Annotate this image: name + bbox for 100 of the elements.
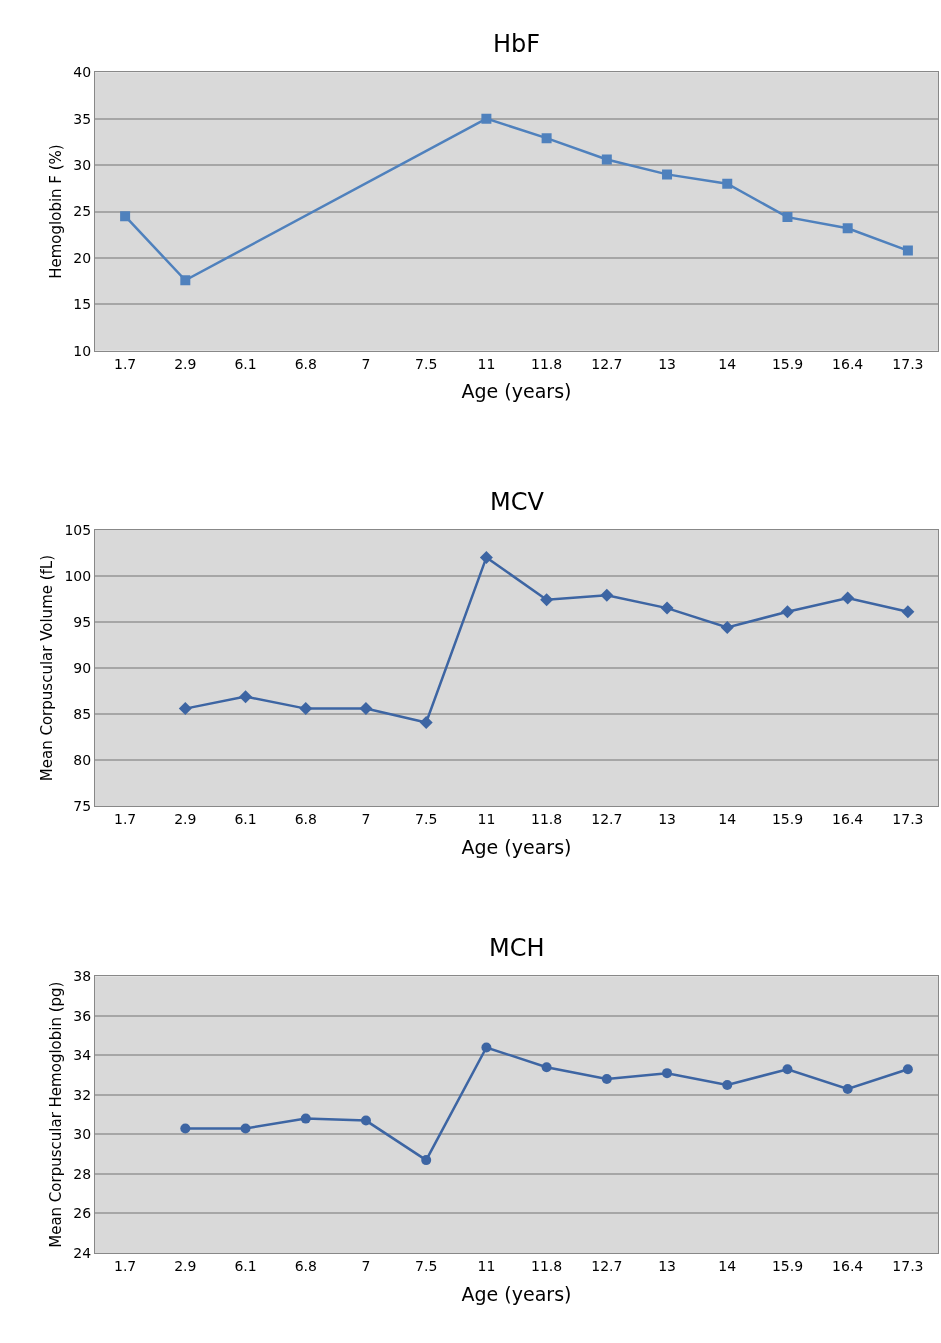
point: [600, 588, 614, 602]
point: [421, 1155, 432, 1166]
x-tick-label: 1.7: [113, 1257, 137, 1274]
x-tick-label: 7.5: [415, 355, 438, 372]
x-tick-label: 14: [718, 1257, 737, 1274]
x-tick-label: 6.1: [234, 1257, 257, 1274]
point: [359, 702, 373, 716]
x-tick-label: 11: [477, 811, 496, 828]
x-tick-label: 13: [658, 1257, 676, 1274]
point: [842, 223, 853, 234]
x-tick-label: 6.1: [234, 811, 257, 828]
x-tick-label: 15.9: [771, 355, 804, 372]
x-axis-title: Age (years): [461, 835, 572, 858]
chart-title: MCH: [489, 934, 545, 962]
point: [722, 178, 733, 189]
point: [601, 1074, 612, 1085]
point: [120, 211, 131, 222]
x-tick-label: 12.7: [591, 355, 623, 372]
x-tick-label: 14: [718, 811, 737, 828]
x-tick-label: 6.8: [294, 811, 317, 828]
x-tick-label: 12.7: [591, 1257, 623, 1274]
x-tick-label: 7: [361, 1257, 371, 1274]
point: [180, 275, 191, 286]
x-tick-label: 17.3: [892, 811, 924, 828]
x-tick-label: 2.9: [174, 811, 197, 828]
point: [180, 1123, 191, 1134]
x-tick-label: 17.3: [892, 1257, 924, 1274]
x-tick-label: 14: [718, 355, 737, 372]
y-tick-label: 10: [73, 342, 92, 359]
x-tick-label: 12.7: [591, 811, 623, 828]
point: [178, 702, 192, 716]
point: [901, 605, 915, 619]
y-tick-label: 26: [73, 1205, 92, 1222]
y-tick-label: 75: [73, 798, 92, 815]
x-tick-label: 16.4: [832, 1257, 864, 1274]
x-tick-label: 11: [477, 1257, 496, 1274]
x-tick-label: 13: [658, 811, 676, 828]
x-tick-label: 2.9: [174, 1257, 197, 1274]
y-tick-label: 28: [73, 1165, 92, 1182]
point: [601, 154, 612, 165]
x-tick-label: 1.7: [113, 355, 137, 372]
x-tick-label: 16.4: [832, 355, 864, 372]
x-tick-label: 16.4: [832, 811, 864, 828]
point: [841, 591, 855, 605]
y-axis-title: Mean Corpuscular Volume (fL): [37, 554, 56, 782]
point: [780, 605, 794, 619]
point: [902, 245, 913, 256]
x-tick-label: 6.1: [234, 355, 257, 372]
point: [481, 113, 492, 124]
x-tick-label: 6.8: [294, 355, 317, 372]
y-axis-title: Mean Corpuscular Hemoglobin (pg): [46, 981, 65, 1248]
point: [842, 1083, 853, 1094]
point: [782, 1064, 793, 1075]
y-tick-label: 95: [73, 613, 92, 630]
x-tick-label: 6.8: [294, 1257, 317, 1274]
x-tick-label: 7: [361, 811, 371, 828]
x-tick-label: 7.5: [415, 811, 438, 828]
y-tick-label: 90: [73, 659, 92, 676]
chart-title: MCV: [490, 488, 545, 516]
point: [722, 1080, 733, 1091]
y-axis-title: Hemoglobin F (%): [46, 144, 65, 279]
chart-title: HbF: [493, 30, 541, 58]
y-tick-label: 36: [73, 1007, 92, 1024]
x-tick-label: 15.9: [771, 1257, 804, 1274]
x-tick-label: 11.8: [531, 811, 563, 828]
y-tick-label: 35: [73, 110, 92, 127]
point: [419, 715, 433, 729]
x-tick-label: 7: [361, 355, 371, 372]
x-axis-title: Age (years): [461, 1282, 572, 1305]
y-tick-label: 105: [64, 521, 92, 538]
x-tick-label: 17.3: [892, 355, 924, 372]
y-tick-label: 30: [73, 1126, 92, 1143]
y-tick-label: 24: [73, 1244, 92, 1261]
y-tick-label: 20: [73, 249, 92, 266]
y-tick-label: 80: [73, 752, 92, 769]
y-tick-label: 85: [73, 706, 92, 723]
x-tick-label: 1.7: [113, 811, 137, 828]
y-tick-label: 40: [73, 64, 92, 81]
x-tick-label: 13: [658, 355, 676, 372]
point: [902, 1064, 913, 1075]
point: [240, 1123, 251, 1134]
x-tick-label: 15.9: [771, 811, 804, 828]
point: [662, 169, 673, 180]
point: [660, 601, 674, 615]
point: [239, 690, 253, 704]
y-tick-label: 30: [73, 157, 92, 174]
y-tick-label: 100: [64, 567, 92, 584]
y-tick-label: 15: [73, 296, 92, 313]
x-tick-label: 11.8: [531, 1257, 563, 1274]
point: [720, 620, 734, 634]
point: [481, 1042, 492, 1053]
x-tick-label: 11: [477, 355, 496, 372]
point: [479, 550, 493, 564]
y-tick-label: 38: [73, 968, 92, 985]
x-tick-label: 11.8: [531, 355, 563, 372]
point: [299, 702, 313, 716]
point: [662, 1068, 673, 1079]
y-tick-label: 25: [73, 203, 92, 220]
point: [541, 133, 552, 144]
point: [782, 212, 793, 223]
